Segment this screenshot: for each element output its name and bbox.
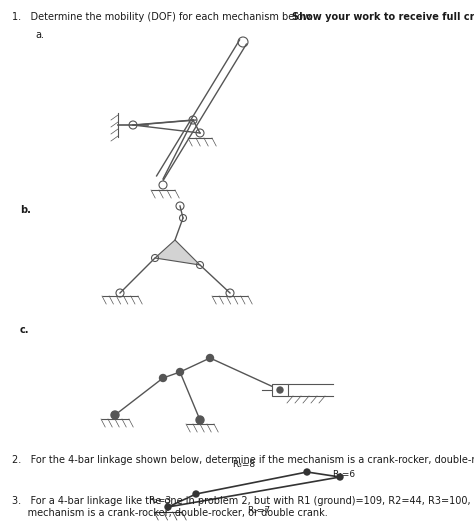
Circle shape (304, 469, 310, 475)
Circle shape (207, 355, 213, 362)
Circle shape (111, 411, 119, 419)
Text: R₂=3: R₂=3 (148, 496, 172, 505)
Circle shape (337, 474, 343, 480)
Circle shape (193, 491, 199, 497)
Circle shape (159, 375, 166, 381)
Circle shape (196, 416, 204, 424)
Text: R₁=7: R₁=7 (247, 506, 271, 515)
Text: R₃=8: R₃=8 (232, 460, 255, 469)
Text: Show your work to receive full credit.: Show your work to receive full credit. (292, 12, 474, 22)
Text: 2.   For the 4-bar linkage shown below, determine if the mechanism is a crank-ro: 2. For the 4-bar linkage shown below, de… (12, 455, 474, 465)
Text: b.: b. (20, 205, 31, 215)
Text: c.: c. (20, 325, 29, 335)
Circle shape (165, 504, 171, 510)
Bar (272, 384, 288, 396)
Polygon shape (155, 240, 200, 265)
Text: a.: a. (35, 30, 44, 40)
Circle shape (176, 368, 183, 376)
Text: 3.   For a 4-bar linkage like the one in problem 2, but with R1 (ground)=109, R2: 3. For a 4-bar linkage like the one in p… (12, 496, 474, 506)
Text: mechanism is a crank-rocker, double-rocker, or double crank.: mechanism is a crank-rocker, double-rock… (12, 508, 328, 518)
Text: R₄=6: R₄=6 (332, 470, 355, 479)
Text: 1.   Determine the mobility (DOF) for each mechanism below.: 1. Determine the mobility (DOF) for each… (12, 12, 316, 22)
Circle shape (277, 387, 283, 393)
